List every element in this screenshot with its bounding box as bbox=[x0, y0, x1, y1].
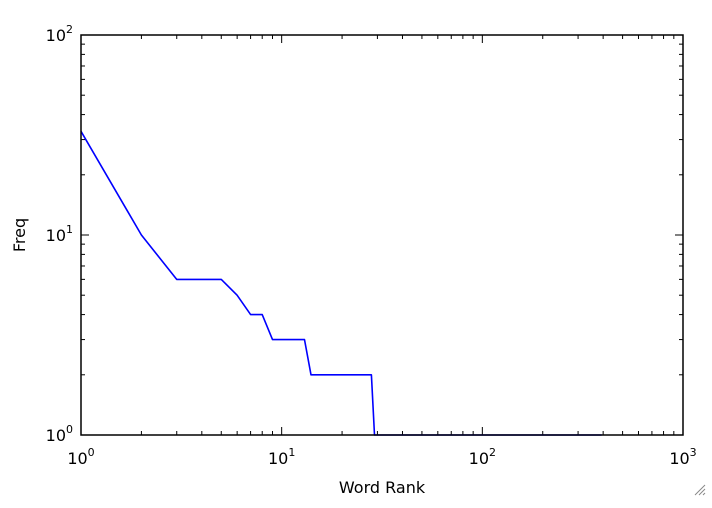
ticks-layer bbox=[80, 34, 684, 436]
y-tick-label-base: 10 bbox=[46, 226, 66, 245]
x-tick-label: 103 bbox=[669, 446, 696, 468]
x-tick-label-exponent: 1 bbox=[288, 446, 295, 459]
x-tick-label-base: 10 bbox=[469, 449, 489, 468]
y-tick-label-exponent: 0 bbox=[66, 423, 73, 436]
y-tick-label: 101 bbox=[46, 223, 73, 245]
x-tick-label-base: 10 bbox=[669, 449, 689, 468]
x-tick-label-exponent: 2 bbox=[489, 446, 496, 459]
y-axis-label: Freq bbox=[10, 218, 29, 252]
y-tick-label: 100 bbox=[46, 423, 73, 445]
plot-frame bbox=[80, 34, 684, 436]
x-tick-label-exponent: 0 bbox=[88, 446, 95, 459]
x-tick-label-base: 10 bbox=[67, 449, 87, 468]
y-tick-label: 102 bbox=[46, 23, 73, 45]
y-tick-label-exponent: 1 bbox=[66, 223, 73, 236]
y-tick-label-exponent: 2 bbox=[66, 23, 73, 36]
series-line bbox=[80, 130, 602, 436]
y-tick-label-base: 10 bbox=[46, 26, 66, 45]
x-tick-label-exponent: 3 bbox=[690, 446, 697, 459]
resize-grip-icon[interactable] bbox=[692, 482, 706, 496]
x-tick-label: 102 bbox=[469, 446, 496, 468]
x-tick-label-base: 10 bbox=[268, 449, 288, 468]
x-axis-label: Word Rank bbox=[339, 478, 426, 497]
x-tick-label: 101 bbox=[268, 446, 295, 468]
y-tick-label-base: 10 bbox=[46, 426, 66, 445]
x-tick-label: 100 bbox=[67, 446, 94, 468]
